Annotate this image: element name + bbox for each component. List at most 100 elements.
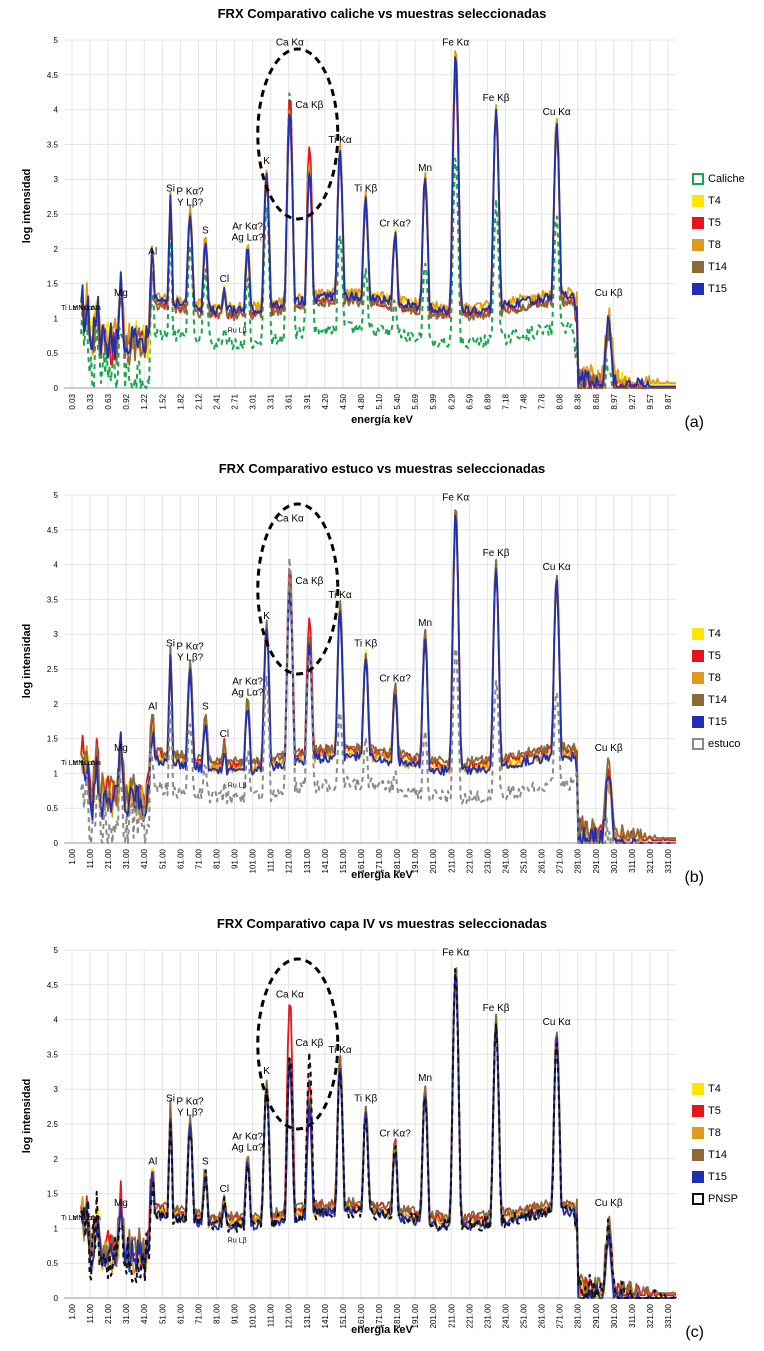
y-tick-label: 0	[54, 839, 59, 848]
chart-panel-b: 1.00 11.00 21.00 31.00 41.00 51.00 61.00 71.00 8…	[0, 455, 764, 895]
peak-label: Ru Lβ	[228, 782, 247, 789]
legend-swatch	[692, 738, 704, 750]
x-tick-label: 0.63	[104, 393, 113, 409]
legend-swatch	[692, 195, 704, 207]
legend-swatch	[692, 283, 704, 295]
x-tick-label: 1.82	[176, 393, 185, 409]
peak-label: Cr Kα?	[379, 1129, 411, 1140]
x-tick-label: 101.00	[249, 848, 258, 873]
legend: T4 T5 T8 T14 T15 estuco	[692, 623, 740, 755]
y-axis-label: log intensidad	[21, 623, 33, 699]
x-tick-label: 6.89	[483, 393, 492, 409]
x-tick-label: 251.00	[520, 1303, 529, 1328]
peak-label: Cr Kα?	[379, 674, 411, 685]
legend-swatch	[692, 628, 704, 640]
x-tick-label: 61.00	[176, 848, 185, 869]
peak-label: Cl	[220, 1184, 229, 1195]
y-tick-label: 3	[54, 175, 59, 184]
x-tick-label: 2.41	[212, 393, 221, 409]
x-tick-label: 191.00	[411, 1303, 420, 1328]
peak-label: P Kα?	[176, 187, 204, 198]
peak-label: Cu Kβ	[595, 743, 623, 754]
x-tick-label: 3.91	[303, 393, 312, 409]
peak-label: Fe Kβ	[483, 548, 510, 559]
x-tick-label: 191.00	[411, 848, 420, 873]
y-tick-label: 4.5	[47, 526, 59, 535]
peak-label: Fe Kα	[442, 493, 469, 504]
peak-label: Ar Kα?	[232, 676, 263, 687]
x-tick-label: 5.10	[375, 393, 384, 409]
x-tick-label: 11.00	[86, 1303, 95, 1323]
legend-item: T8	[692, 1122, 738, 1144]
x-tick-label: 41.00	[140, 848, 149, 869]
legend-item: T15	[692, 711, 740, 733]
peak-label: Ag Lα?	[232, 232, 264, 243]
x-tick-label: 0.03	[68, 393, 77, 409]
x-tick-label: 1.00	[68, 848, 77, 864]
legend-swatch	[692, 694, 704, 706]
x-tick-label: 321.00	[646, 1303, 655, 1328]
x-tick-label: 31.00	[122, 848, 131, 869]
x-tick-label: 231.00	[483, 1303, 492, 1328]
legend-label: T15	[708, 283, 727, 295]
legend-item: T5	[692, 1100, 738, 1122]
panel-letter: (b)	[684, 869, 704, 886]
x-tick-label: 291.00	[592, 848, 601, 873]
x-tick-label: 8.68	[592, 393, 601, 409]
y-tick-label: 1.5	[47, 280, 59, 289]
peak-label: Cl	[220, 274, 229, 285]
x-tick-label: 51.00	[158, 1303, 167, 1324]
x-tick-label: 231.00	[483, 848, 492, 873]
x-tick-label: 241.00	[501, 848, 510, 873]
peak-label: Fe Kβ	[483, 1003, 510, 1014]
x-tick-label: 101.00	[249, 1303, 258, 1328]
chart-panel-a: 0.03 0.33 0.63 0.92 1.22 1.52 1.82 2.12 2.41 2.71…	[0, 0, 764, 440]
x-tick-label: 181.00	[393, 1303, 402, 1328]
x-tick-label: 1.22	[140, 393, 149, 409]
peak-label: Ti Kα	[328, 1045, 351, 1056]
x-tick-label: 3.01	[249, 393, 258, 409]
x-tick-label: 131.00	[303, 848, 312, 873]
x-tick-label: 81.00	[212, 848, 221, 869]
x-tick-label: 21.00	[104, 1303, 113, 1324]
x-tick-label: 281.00	[574, 848, 583, 873]
x-tick-label: 171.00	[375, 848, 384, 873]
x-tick-label: 8.08	[556, 393, 565, 409]
peak-label: K	[263, 156, 270, 167]
peak-label: Y Lβ?	[177, 1108, 204, 1119]
peak-label: Mg	[114, 743, 128, 754]
x-tick-label: 311.00	[628, 848, 637, 872]
peak-label: Cu Kα	[543, 562, 571, 573]
legend-swatch	[692, 1083, 704, 1095]
peak-label: S	[202, 701, 209, 712]
chart-title: FRX Comparativo caliche vs muestras sele…	[217, 6, 547, 21]
x-tick-label: 291.00	[592, 1303, 601, 1328]
x-tick-label: 141.00	[321, 848, 330, 873]
legend-item: estuco	[692, 733, 740, 755]
x-tick-label: 151.00	[339, 1303, 348, 1328]
y-tick-label: 4	[54, 561, 59, 570]
x-axis-label: energía keV	[351, 869, 413, 881]
x-tick-label: 8.38	[574, 393, 583, 409]
x-tick-label: 0.33	[86, 393, 95, 409]
x-tick-label: 0.92	[122, 393, 131, 409]
legend-swatch	[692, 1149, 704, 1161]
peak-label: Ca Kα	[276, 989, 304, 1000]
legend-swatch	[692, 173, 704, 185]
x-tick-label: 4.50	[339, 393, 348, 409]
y-tick-label: 0.5	[47, 349, 59, 358]
legend-label: T8	[708, 239, 721, 251]
x-tick-label: 271.00	[556, 848, 565, 873]
x-tick-label: 131.00	[303, 1303, 312, 1328]
peak-label: Ca Kβ	[295, 100, 323, 111]
x-tick-label: 261.00	[538, 1303, 547, 1328]
x-tick-label: 111.00	[267, 1303, 276, 1327]
x-tick-label: 51.00	[158, 848, 167, 869]
peak-label: K	[263, 1066, 270, 1077]
plot-svg: 0.03 0.33 0.63 0.92 1.22 1.52 1.82 2.12 2.41 2.71…	[47, 36, 676, 410]
peak-label: S	[202, 1156, 209, 1167]
legend-swatch	[692, 1171, 704, 1183]
legend-swatch	[692, 217, 704, 229]
peak-label: Mg	[114, 1198, 128, 1209]
x-tick-label: 281.00	[574, 1303, 583, 1328]
